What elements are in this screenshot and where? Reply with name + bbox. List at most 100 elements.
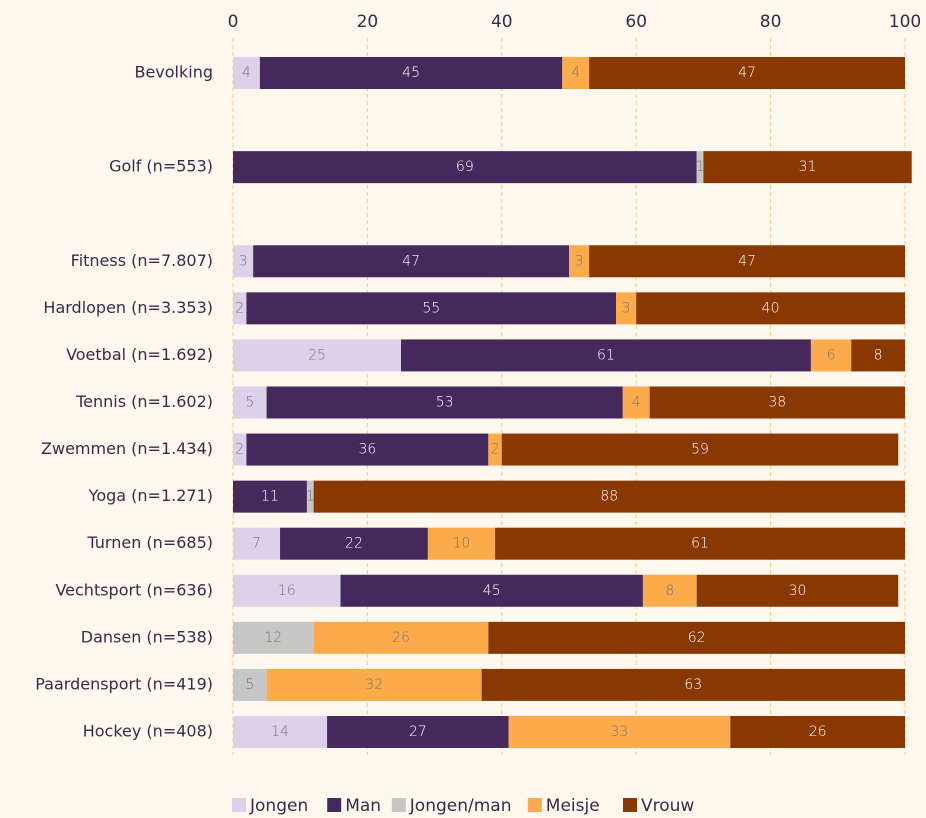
data-label: 11	[261, 489, 279, 505]
bar-segment	[233, 245, 254, 278]
category-label: Hardlopen (n=3.353)	[43, 298, 213, 317]
legend-label: Vrouw	[641, 796, 694, 816]
data-label: 4	[632, 394, 641, 410]
data-label: 5	[245, 394, 254, 410]
bar-segment	[589, 245, 905, 278]
bar-segment	[233, 480, 307, 513]
data-label: 2	[235, 442, 244, 458]
category-label: Tennis (n=1.602)	[75, 392, 213, 411]
data-label: 30	[789, 583, 807, 599]
data-label: 40	[762, 300, 780, 316]
x-tick-label: 40	[491, 12, 513, 32]
data-label: 5	[245, 677, 254, 693]
bar-segment	[233, 339, 401, 372]
data-label: 22	[345, 536, 363, 552]
bar-segment	[233, 151, 697, 184]
bar-segment	[306, 480, 314, 513]
category-label: Zwemmen (n=1.434)	[41, 439, 213, 458]
data-label: 47	[402, 253, 420, 269]
data-label: 10	[453, 536, 471, 552]
bar-segment	[696, 574, 899, 607]
data-label: 26	[809, 724, 827, 740]
legend-label: Jongen	[249, 796, 308, 816]
bar-segment	[280, 527, 428, 560]
bar-segment	[266, 668, 482, 701]
category-label: Golf (n=553)	[109, 157, 213, 176]
category-label: Turnen (n=685)	[86, 533, 213, 552]
bar-segment	[488, 621, 905, 654]
legend-swatch	[527, 798, 542, 812]
category-label: Yoga (n=1.271)	[88, 486, 213, 505]
category-label: Dansen (n=538)	[81, 627, 213, 646]
bar-segment	[327, 715, 509, 748]
bar-segment	[622, 386, 650, 419]
legend-label: Jongen/man	[409, 796, 512, 816]
category-label: Hockey (n=408)	[83, 721, 213, 740]
bar-segment	[427, 527, 496, 560]
data-label: 36	[358, 442, 376, 458]
data-label: 31	[799, 159, 817, 175]
data-label: 1	[306, 489, 315, 505]
category-label: Paardensport (n=419)	[35, 674, 213, 693]
data-label: 4	[242, 65, 251, 81]
bar-segment	[233, 715, 328, 748]
bar-segment	[259, 57, 563, 89]
legend-label: Meisje	[546, 796, 600, 816]
x-tick-label: 20	[357, 12, 379, 32]
legend-label: Man	[345, 796, 381, 816]
bar-segment	[562, 57, 590, 89]
bar-segment	[246, 433, 489, 466]
data-label: 63	[684, 677, 702, 693]
bar-segment	[233, 292, 247, 325]
bar-segment	[696, 151, 704, 184]
data-label: 47	[738, 253, 756, 269]
data-label: 88	[600, 489, 618, 505]
bar-segment	[313, 480, 905, 513]
bar-segment	[649, 386, 905, 419]
bar-segment	[340, 574, 643, 607]
bar-segment	[246, 292, 617, 325]
bar-segment	[636, 292, 905, 325]
data-label: 8	[665, 583, 674, 599]
data-label: 8	[874, 347, 883, 363]
data-label: 1	[696, 159, 705, 175]
data-label: 27	[409, 724, 427, 740]
data-label: 3	[239, 253, 248, 269]
bar-segment	[616, 292, 637, 325]
category-label: Voetbal (n=1.692)	[66, 345, 213, 364]
bar-segment	[642, 574, 697, 607]
data-label: 47	[738, 65, 756, 81]
bar-segment	[233, 621, 314, 654]
data-label: 59	[691, 442, 709, 458]
legend-swatch	[327, 798, 342, 812]
data-label: 33	[610, 724, 628, 740]
data-label: 14	[271, 724, 289, 740]
legend-swatch	[232, 798, 246, 812]
data-label: 53	[436, 394, 454, 410]
data-label: 69	[456, 159, 474, 175]
category-label: Fitness (n=7.807)	[71, 251, 213, 270]
data-label: 7	[252, 536, 261, 552]
bar-segment	[810, 339, 852, 372]
data-label: 61	[597, 347, 615, 363]
data-label: 2	[491, 442, 500, 458]
bar-segment	[401, 339, 811, 372]
bar-segment	[495, 527, 905, 560]
data-label: 61	[691, 536, 709, 552]
bar-segment	[233, 574, 341, 607]
bar-segment	[851, 339, 905, 372]
data-label: 25	[308, 347, 326, 363]
bar-segment	[730, 715, 905, 748]
data-label: 32	[365, 677, 383, 693]
data-label: 6	[827, 347, 836, 363]
data-label: 45	[402, 65, 420, 81]
data-label: 12	[264, 630, 282, 646]
bar-segment	[313, 621, 489, 654]
bar-segment	[501, 433, 899, 466]
category-label: Vechtsport (n=636)	[55, 580, 213, 599]
data-label: 26	[392, 630, 410, 646]
x-tick-label: 0	[228, 12, 239, 32]
data-label: 62	[688, 630, 706, 646]
bar-segment	[233, 527, 281, 560]
category-label: Bevolking	[134, 63, 213, 82]
